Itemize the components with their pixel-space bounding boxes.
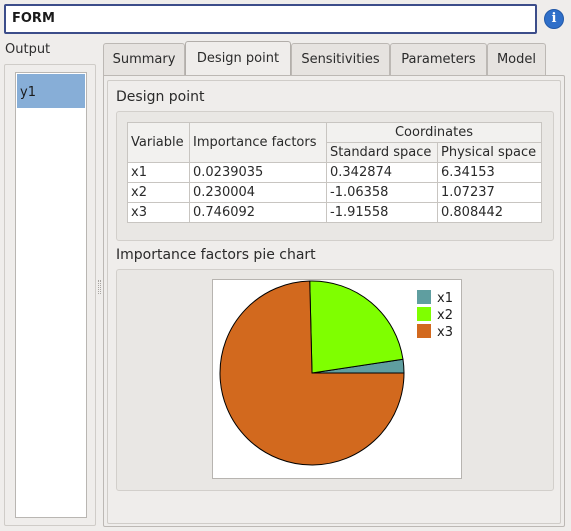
legend-label-x3: x3 xyxy=(437,325,453,340)
header-standard-space: Standard space xyxy=(326,142,438,163)
cell-importance: 0.0239035 xyxy=(189,162,327,183)
tab-summary[interactable]: Summary xyxy=(103,43,185,75)
cell-variable: x2 xyxy=(127,182,190,203)
cell-physical: 6.34153 xyxy=(437,162,542,183)
pie-chart xyxy=(219,280,405,466)
pie-chart-canvas: x1 x2 x3 xyxy=(212,279,462,479)
design-point-title: Design point xyxy=(116,89,205,105)
header-importance: Importance factors xyxy=(189,122,327,163)
legend-swatch-x1 xyxy=(417,290,431,304)
cell-standard: 0.342874 xyxy=(326,162,438,183)
legend-x2: x2 xyxy=(417,307,453,323)
output-label: Output xyxy=(5,42,51,57)
pie-chart-title: Importance factors pie chart xyxy=(116,247,316,263)
design-point-table[interactable]: Variable Importance factors Coordinates … xyxy=(127,122,542,223)
scroll-area: Design point Variable Importance factors… xyxy=(107,80,561,524)
legend-swatch-x3 xyxy=(417,324,431,338)
design-point-pane: Design point Variable Importance factors… xyxy=(103,75,565,527)
legend-x1: x1 xyxy=(417,290,453,306)
cell-physical: 1.07237 xyxy=(437,182,542,203)
legend-label-x2: x2 xyxy=(437,308,453,323)
cell-variable: x1 xyxy=(127,162,190,183)
cell-importance: 0.746092 xyxy=(189,202,327,223)
splitter-handle[interactable] xyxy=(98,280,101,294)
table-row[interactable]: x1 0.0239035 0.342874 6.34153 xyxy=(127,162,542,183)
legend-swatch-x2 xyxy=(417,307,431,321)
cell-standard: -1.91558 xyxy=(326,202,438,223)
tab-design-point[interactable]: Design point xyxy=(185,41,291,77)
table-row[interactable]: x2 0.230004 -1.06358 1.07237 xyxy=(127,182,542,203)
cell-variable: x3 xyxy=(127,202,190,223)
header-coordinates: Coordinates xyxy=(326,122,542,143)
legend-label-x1: x1 xyxy=(437,291,453,306)
table-row[interactable]: x3 0.746092 -1.91558 0.808442 xyxy=(127,202,542,223)
cell-standard: -1.06358 xyxy=(326,182,438,203)
output-item-y1[interactable]: y1 xyxy=(17,74,85,108)
tab-sensitivities[interactable]: Sensitivities xyxy=(291,43,390,75)
header-variable: Variable xyxy=(127,122,190,163)
pie-chart-group: x1 x2 x3 xyxy=(116,269,554,491)
legend-x3: x3 xyxy=(417,324,453,340)
output-list[interactable]: y1 xyxy=(15,72,87,518)
header-physical-space: Physical space xyxy=(437,142,542,163)
method-name-field[interactable]: FORM xyxy=(4,4,537,34)
tab-parameters[interactable]: Parameters xyxy=(390,43,487,75)
design-point-group: Variable Importance factors Coordinates … xyxy=(116,111,554,241)
pie-slice-x2 xyxy=(309,280,404,374)
pie-slice-x3 xyxy=(219,280,405,466)
cell-physical: 0.808442 xyxy=(437,202,542,223)
cell-importance: 0.230004 xyxy=(189,182,327,203)
info-icon[interactable]: i xyxy=(544,9,564,29)
tab-model[interactable]: Model xyxy=(487,43,546,75)
output-panel-frame xyxy=(4,64,96,526)
